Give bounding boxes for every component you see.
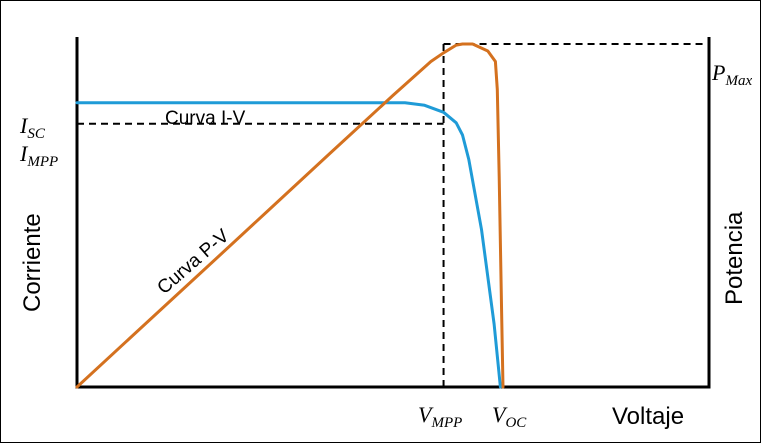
x-axis-label: Voltaje — [612, 403, 684, 430]
voc-label: VOC — [492, 402, 527, 431]
vmpp-label: VMPP — [418, 402, 462, 431]
series-line-0 — [75, 101, 502, 389]
impp-label: IMPP — [19, 141, 58, 170]
y-axis-left-label: Corriente — [19, 213, 46, 312]
pmax-label: PMax — [711, 60, 752, 89]
iv-curve-label: Curva I-V — [165, 108, 246, 129]
reference-lines — [77, 43, 709, 387]
series-line-1 — [75, 42, 505, 389]
y-axis-right-label: Potencia — [721, 211, 748, 305]
isc-label: ISC — [19, 113, 46, 142]
series-group — [75, 42, 505, 389]
pv-curve-label: Curva P-V — [154, 225, 234, 299]
axes — [75, 37, 711, 389]
